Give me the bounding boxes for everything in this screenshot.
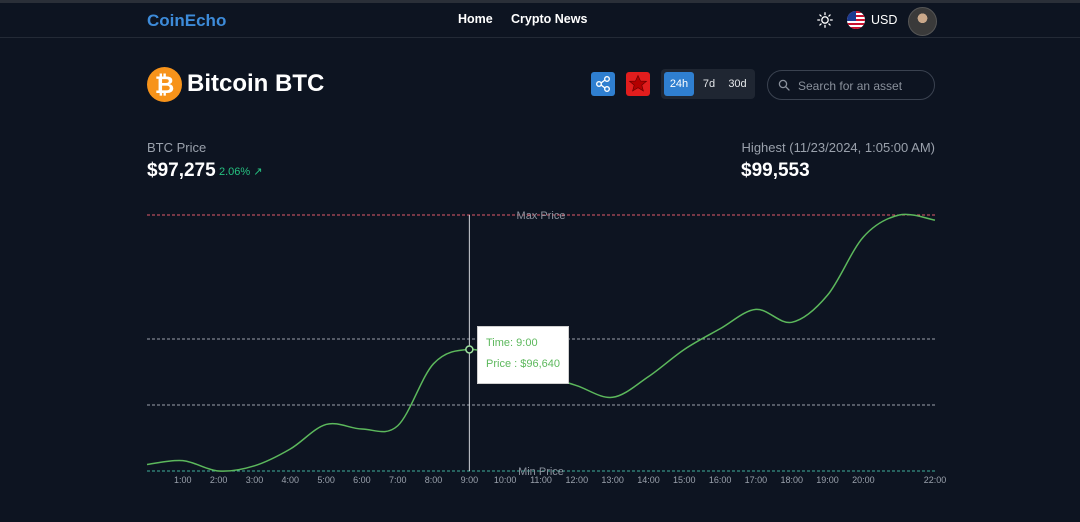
x-tick-label: 6:00 [353, 475, 371, 485]
sun-icon[interactable] [817, 12, 833, 28]
range-24h-button[interactable]: 24h [664, 72, 694, 96]
x-tick-label: 17:00 [745, 475, 768, 485]
svg-text:₿: ₿ [155, 72, 175, 99]
time-range-selector: 24h 7d 30d [661, 69, 755, 99]
brand-logo[interactable]: CoinEcho [147, 11, 227, 30]
x-tick-label: 22:00 [924, 475, 947, 485]
x-tick-label: 12:00 [566, 475, 589, 485]
range-30d-button[interactable]: 30d [728, 78, 747, 90]
highest-label: Highest (11/23/2024, 1:05:00 AM) [741, 140, 935, 155]
chart-tooltip: Time: 9:00 Price : $96,640 [477, 326, 569, 384]
max-price-label: Max Price [517, 210, 566, 222]
price-label: BTC Price [147, 140, 207, 155]
search-input[interactable] [796, 76, 930, 96]
x-tick-label: 19:00 [816, 475, 839, 485]
x-tick-label: 5:00 [317, 475, 335, 485]
share-icon [595, 75, 610, 92]
x-tick-label: 16:00 [709, 475, 732, 485]
currency-selector[interactable]: USD [871, 13, 898, 27]
price-change-value: 2.06% [219, 166, 251, 178]
x-tick-label: 15:00 [673, 475, 696, 485]
min-price-label: Min Price [518, 466, 564, 478]
star-icon [628, 74, 648, 92]
x-tick-label: 3:00 [246, 475, 264, 485]
nav-link-crypto-news[interactable]: Crypto News [511, 12, 588, 26]
x-tick-label: 2:00 [210, 475, 228, 485]
x-tick-label: 1:00 [174, 475, 192, 485]
window-top-border [0, 0, 1080, 3]
x-tick-label: 4:00 [282, 475, 300, 485]
x-tick-label: 11:00 [530, 475, 552, 485]
highest-price: $99,553 [741, 160, 810, 181]
us-flag-icon[interactable] [847, 11, 865, 29]
tooltip-time: Time: 9:00 [486, 337, 538, 349]
x-tick-label: 8:00 [425, 475, 443, 485]
avatar[interactable] [908, 7, 937, 36]
hover-point [465, 345, 474, 354]
share-button[interactable] [591, 72, 615, 96]
x-tick-label: 7:00 [389, 475, 407, 485]
page-title: Bitcoin BTC [187, 70, 325, 97]
price-chart[interactable]: Max Price Min Price 1:00 2:00 3:00 4:00 5:00… [0, 200, 1080, 500]
nav-link-home[interactable]: Home [458, 12, 493, 26]
search-icon [778, 79, 790, 91]
search-box [767, 70, 935, 100]
x-tick-label: 9:00 [461, 475, 479, 485]
bitcoin-icon: ₿ [147, 67, 182, 102]
range-7d-button[interactable]: 7d [702, 78, 716, 90]
x-tick-label: 14:00 [637, 475, 660, 485]
x-tick-label: 20:00 [852, 475, 875, 485]
x-tick-label: 10:00 [494, 475, 517, 485]
favorite-button[interactable] [626, 72, 650, 96]
x-tick-label: 18:00 [780, 475, 803, 485]
navbar: CoinEcho Home Crypto News USD [0, 3, 1080, 38]
arrow-up-right-icon: ↗ [253, 166, 263, 178]
current-price: $97,275 [147, 160, 216, 181]
x-tick-label: 13:00 [601, 475, 624, 485]
price-change-badge: 2.06% ↗ [219, 165, 262, 178]
tooltip-price: Price : $96,640 [486, 358, 560, 370]
